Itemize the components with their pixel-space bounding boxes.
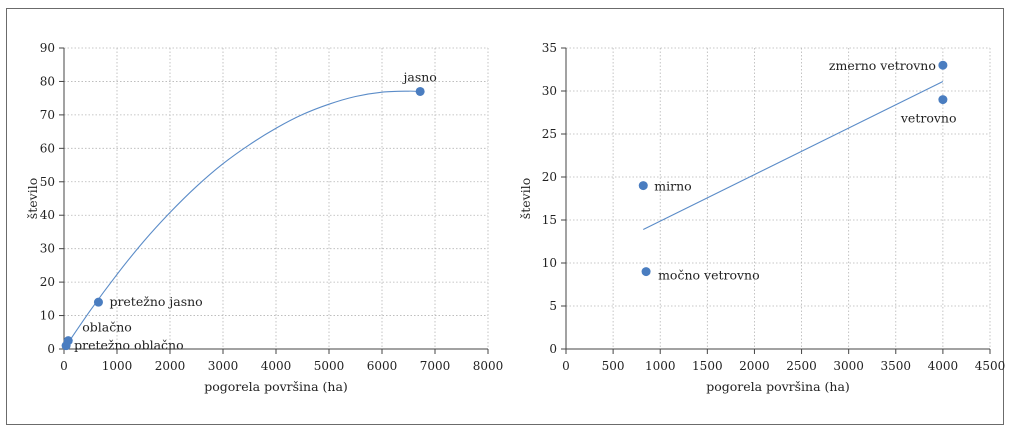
y-tick-label: 20: [40, 275, 55, 289]
x-tick-label: 4500: [975, 359, 1006, 373]
x-axis-title: pogorela površina (ha): [204, 379, 348, 394]
data-point: [938, 95, 948, 105]
chart-frame: [6, 8, 1004, 425]
y-tick-label: 35: [542, 41, 557, 55]
chart-fire-area-wind: 0 500 1000 1500 2000 2500 3000 3500 4000 4500 0 5 10…: [518, 41, 1005, 394]
x-tick-label: 1000: [645, 359, 676, 373]
y-tick-label: 60: [40, 141, 55, 155]
x-tick-label: 3000: [208, 359, 239, 373]
x-tick-label: 7000: [420, 359, 451, 373]
y-tick-label: 40: [40, 208, 55, 222]
y-tick-label: 30: [542, 84, 557, 98]
data-point: [638, 181, 648, 191]
chart-fire-area-cloudiness: 0 1000 2000 3000 4000 5000 6000 7000 8000 0 10 20 30…: [25, 41, 503, 394]
y-tick-label: 5: [549, 299, 557, 313]
x-tick-label: 4000: [928, 359, 959, 373]
x-tick-label: 3500: [881, 359, 912, 373]
x-tick-label: 0: [562, 359, 570, 373]
x-tick-label: 5000: [314, 359, 345, 373]
x-tick-label: 2500: [786, 359, 817, 373]
x-tick-label: 500: [602, 359, 625, 373]
trendline: [63, 90, 421, 350]
x-tick-label: 0: [60, 359, 68, 373]
x-tick-label: 1500: [692, 359, 723, 373]
data-point: [641, 267, 651, 277]
y-tick-label: 0: [47, 342, 55, 356]
y-axis-title: število: [518, 178, 533, 219]
y-tick-label: 10: [542, 256, 557, 270]
x-tick-label: 2000: [739, 359, 770, 373]
x-tick-label: 6000: [367, 359, 398, 373]
trendline: [643, 81, 944, 230]
x-tick-label: 3000: [833, 359, 864, 373]
x-axis-title: pogorela površina (ha): [706, 379, 850, 394]
x-tick-label: 8000: [473, 359, 504, 373]
y-tick-label: 70: [40, 108, 55, 122]
data-point: [415, 86, 425, 96]
y-tick-label: 30: [40, 242, 55, 256]
data-point-label: oblačno: [82, 320, 132, 335]
y-tick-label: 0: [549, 342, 557, 356]
y-tick-label: 25: [542, 127, 557, 141]
data-point: [61, 341, 71, 351]
data-point: [93, 297, 103, 307]
x-tick-label: 4000: [261, 359, 292, 373]
data-point-label: močno vetrovno: [658, 268, 760, 283]
y-tick-label: 50: [40, 175, 55, 189]
y-tick-label: 15: [542, 213, 557, 227]
y-tick-label: 20: [542, 170, 557, 184]
y-tick-label: 90: [40, 41, 55, 55]
x-tick-label: 1000: [102, 359, 133, 373]
data-point-label: pretežno oblačno: [74, 338, 183, 353]
data-point-label: jasno: [401, 69, 436, 84]
x-tick-label: 2000: [155, 359, 186, 373]
y-tick-label: 10: [40, 309, 55, 323]
y-tick-label: 80: [40, 74, 55, 88]
data-point: [938, 60, 948, 70]
data-point-label: pretežno jasno: [109, 294, 202, 309]
data-point-label: zmerno vetrovno: [829, 58, 936, 73]
data-point-label: vetrovno: [900, 111, 957, 126]
y-axis-title: število: [25, 178, 40, 219]
data-point-label: mirno: [654, 179, 691, 194]
